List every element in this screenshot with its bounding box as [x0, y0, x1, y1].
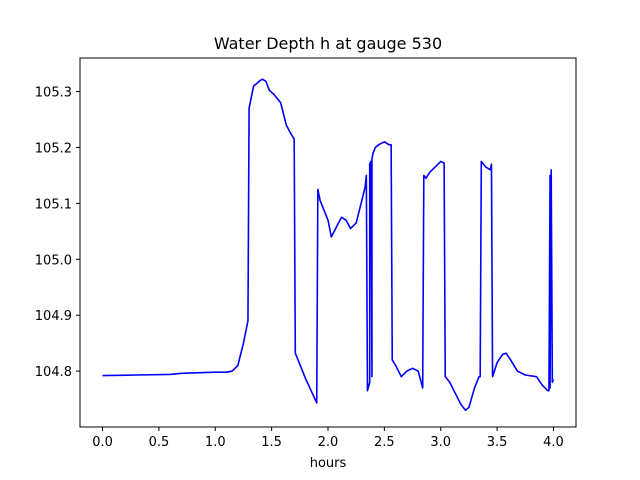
x-tick-label: 2.5 — [374, 435, 395, 450]
y-axis-ticks: 104.8 104.9 105.0 105.1 105.2 105.3 — [35, 86, 80, 380]
y-tick-label: 105.2 — [35, 141, 72, 156]
x-tick-label: 4.0 — [543, 435, 564, 450]
chart-title: Water Depth h at gauge 530 — [214, 34, 442, 53]
x-tick-label: 0.0 — [92, 435, 113, 450]
y-tick-label: 105.1 — [35, 197, 72, 212]
axes-frame — [79, 57, 577, 428]
x-tick-label: 3.0 — [430, 435, 451, 450]
plot-area — [102, 78, 555, 412]
y-tick-label: 104.9 — [35, 309, 72, 324]
x-tick-label: 3.5 — [487, 435, 508, 450]
x-tick-label: 1.5 — [261, 435, 282, 450]
y-tick-label: 105.3 — [35, 86, 72, 101]
x-tick-label: 2.0 — [318, 435, 339, 450]
x-tick-label: 0.5 — [149, 435, 170, 450]
y-tick-label: 104.8 — [35, 365, 72, 380]
x-axis-label: hours — [310, 456, 347, 471]
x-tick-label: 1.0 — [205, 435, 226, 450]
y-tick-label: 105.0 — [35, 253, 72, 268]
series-layer — [102, 78, 555, 412]
series-line-0 — [102, 78, 555, 412]
x-axis-ticks: 0.0 0.5 1.0 1.5 2.0 2.5 3.0 3.5 4.0 — [92, 427, 564, 450]
